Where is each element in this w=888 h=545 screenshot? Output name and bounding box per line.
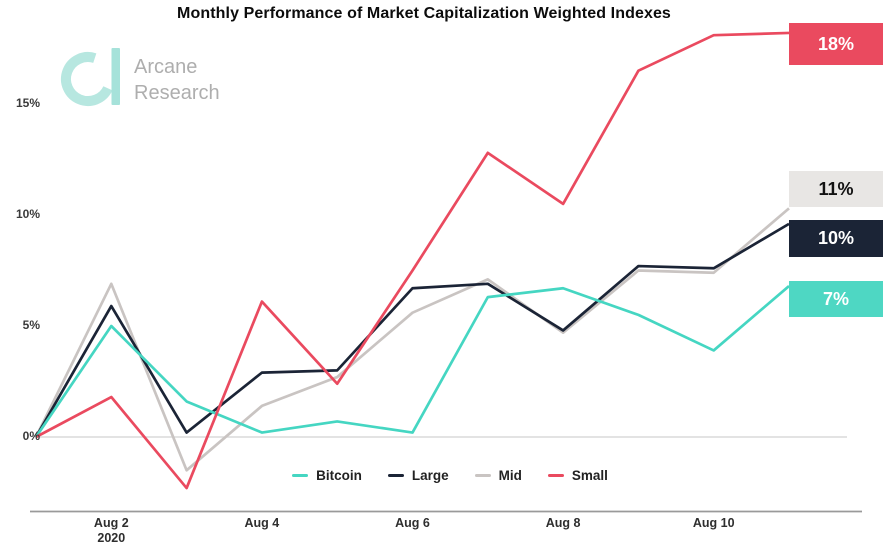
chart-title: Monthly Performance of Market Capitaliza… bbox=[177, 5, 671, 22]
x-tick-label: Aug 4 bbox=[244, 516, 280, 530]
legend-swatch-icon bbox=[387, 474, 404, 477]
x-tick-label: Aug 10 bbox=[692, 516, 735, 530]
x-tick-label: Aug 8 bbox=[545, 516, 581, 530]
legend-swatch-icon bbox=[547, 474, 564, 477]
value-badge-bitcoin: 7% bbox=[789, 281, 883, 317]
y-tick-label: 15% bbox=[15, 96, 40, 110]
logo-text-line1: Arcane bbox=[134, 56, 198, 78]
value-badge-small: 18% bbox=[789, 23, 883, 65]
y-tick-label: 0% bbox=[22, 429, 40, 443]
legend-item-mid: Mid bbox=[474, 468, 522, 483]
legend-swatch-icon bbox=[474, 474, 491, 477]
series-line-mid bbox=[34, 207, 790, 472]
legend-item-small: Small bbox=[547, 468, 608, 483]
value-badge-mid: 11% bbox=[789, 171, 883, 207]
legend-label: Small bbox=[571, 468, 608, 483]
logo-bar bbox=[111, 48, 120, 105]
series-line-large bbox=[34, 222, 790, 438]
x-axis-year-label: 2020 bbox=[97, 531, 126, 545]
arcane-logo-text: Arcane Research bbox=[134, 54, 220, 106]
value-badge-large: 10% bbox=[789, 220, 883, 257]
x-tick-label: Aug 2 bbox=[93, 516, 129, 530]
logo-text-line2: Research bbox=[134, 82, 220, 104]
series-line-small bbox=[35, 31, 790, 490]
legend-item-large: Large bbox=[387, 468, 449, 483]
series-line-bitcoin bbox=[34, 285, 790, 438]
legend-label: Large bbox=[411, 468, 449, 483]
legend-label: Mid bbox=[498, 468, 522, 483]
legend-label: Bitcoin bbox=[316, 468, 362, 483]
y-tick-label: 5% bbox=[22, 318, 40, 332]
y-tick-label: 10% bbox=[15, 207, 40, 221]
x-tick-label: Aug 6 bbox=[395, 516, 430, 530]
chart-legend: Bitcoin Large Mid Small bbox=[6, 468, 888, 483]
legend-swatch-icon bbox=[292, 474, 309, 477]
legend-item-bitcoin: Bitcoin bbox=[292, 468, 362, 483]
logo-ring bbox=[60, 52, 113, 106]
arcane-logo-icon bbox=[60, 48, 120, 106]
arcane-research-logo: Arcane Research bbox=[58, 44, 220, 110]
